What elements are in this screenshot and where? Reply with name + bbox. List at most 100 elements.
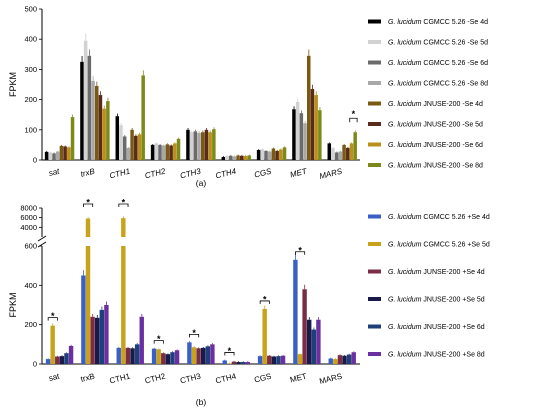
a-bar-CGS-s1 [260, 149, 265, 160]
a-bar-CGS-s6 [279, 149, 283, 160]
b-bar-MARS-s3 [342, 355, 347, 364]
a-bar-MET-s6 [314, 95, 318, 160]
b-bar-CTH1-s5 [139, 316, 144, 364]
b-bar-sat-s4 [64, 353, 69, 364]
b-bar-sat-s1 [50, 325, 55, 364]
a-y-tick-label-5: 500 [24, 5, 37, 14]
a-bar-CGS-s5 [275, 150, 279, 160]
a-bar-CTH2-s7 [176, 138, 181, 160]
a-y-axis-label: FPKM [8, 72, 18, 97]
b-bar-CTH3-s4 [205, 346, 210, 364]
b-bar-MARS-s4 [346, 354, 352, 364]
b-bar-CTH3-s2 [196, 348, 201, 364]
a-bar-CTH3-s6 [208, 132, 212, 160]
a-x-tick-label-5: CTH4 [215, 167, 238, 181]
a-bar-trxB-s4 [95, 86, 99, 160]
a-y-tick-label-4: 400 [24, 35, 37, 44]
b-bar-CTH2-s3 [165, 354, 171, 364]
b-bar-CGS-s0 [257, 356, 263, 364]
b-y-tick-label-5: 6000 [20, 213, 37, 222]
b-bar-CTH3-s5 [210, 344, 215, 364]
a-bar-trxB-s0 [80, 61, 84, 160]
a-bar-sat-s6 [67, 147, 71, 160]
b-sig-bracket-5 [224, 352, 235, 356]
b-bar-CGS-s5 [280, 355, 286, 364]
b-bar-CGS-s2 [267, 355, 272, 364]
b-sig-bracket-2 [118, 203, 129, 207]
a-bar-sat-s0 [44, 151, 49, 160]
a-bar-trxB-s6 [102, 108, 106, 160]
a-bar-trxB-s7 [106, 101, 110, 160]
a-bar-MET-s1 [295, 102, 300, 160]
a-bar-MARS-s7 [353, 132, 357, 160]
b-sig-star-7: * [298, 245, 302, 255]
a-x-tick-label-2: CTH1 [109, 167, 131, 181]
a-legend-label-4: G. lucidum JNUSE-200 -Se 4d [388, 101, 483, 108]
b-bar-MET-s1 [297, 354, 303, 364]
b-bar-trxB-s3 [95, 317, 100, 364]
a-bar-trxB-s1 [83, 40, 88, 160]
b-bar-CGS-s1 [262, 308, 267, 364]
b-x-tick-label-7: MET [289, 372, 308, 385]
a-bar-MARS-s2 [334, 152, 339, 160]
a-legend-label-7: G. lucidum JNUSE-200 -Se 8d [388, 163, 483, 170]
b-bar-sat-s5 [68, 345, 74, 364]
a-bar-CGS-s2 [264, 150, 268, 160]
b-sig-star-3: * [157, 334, 161, 344]
b-sig-star-0: * [51, 311, 55, 321]
a-legend-label-0: G. lucidum CGMCC 5.26 -Se 4d [388, 19, 488, 26]
b-bar-CTH3-s1 [191, 347, 197, 364]
a-bar-MET-s3 [303, 123, 307, 160]
a-bar-CTH1-s5 [134, 135, 138, 160]
a-bar-CGS-s3 [267, 151, 272, 160]
b-bar-CTH1-s1-high [121, 218, 126, 237]
b-caption: (b) [196, 397, 207, 407]
b-bar-MET-s0 [293, 259, 298, 364]
b-bar-MET-s3 [307, 319, 312, 364]
b-sig-star-4: * [192, 328, 196, 338]
a-bar-MARS-s1 [331, 147, 335, 160]
a-y-tick-label-1: 100 [24, 125, 37, 134]
a-bar-CTH2-s2 [158, 144, 162, 160]
b-legend-label-3: G. lucidum JNUSE-200 +Se 5d [388, 297, 485, 304]
a-bar-CTH1-s4 [130, 129, 134, 160]
b-x-tick-label-1: trxB [80, 372, 96, 384]
b-sig-bracket-6 [259, 300, 270, 304]
a-bar-CTH3-s0 [186, 129, 190, 160]
a-x-tick-label-6: CGS [253, 167, 273, 180]
b-legend-label-2: G. lucidum JUNSE-200 +Se 4d [388, 269, 485, 276]
b-legend-label-5: G. lucidum JNUSE-200 +Se 8d [388, 352, 485, 359]
b-bar-CTH4-s4 [240, 362, 246, 364]
a-bar-CTH2-s3 [161, 145, 166, 160]
a-legend-label-5: G. lucidum JNUSE-200 -Se 5d [388, 122, 483, 129]
a-legend-label-6: G. lucidum JNUSE-200 -Se 6d [388, 142, 483, 149]
a-bar-MARS-s4 [342, 144, 346, 160]
b-legend-label-4: G. lucidum JNUSE-200 +Se 6d [388, 324, 485, 331]
a-bar-MET-s2 [299, 113, 304, 160]
b-y-tick-label-3: 600 [24, 242, 37, 251]
a-legend-label-3: G. lucidum CGMCC 5.26 -Se 8d [388, 81, 488, 88]
b-x-tick-label-8: MARS [318, 372, 343, 386]
b-bar-CGS-s4 [276, 356, 281, 364]
a-x-tick-label-3: CTH2 [144, 167, 167, 181]
a-bar-CTH1-s7 [141, 75, 145, 160]
b-legend-label-0: G. lucidum CGMCC 5.26 +Se 4d [388, 214, 490, 221]
a-bar-CTH3-s7 [212, 129, 216, 160]
a-bar-MET-s0 [292, 109, 296, 160]
a-bar-CGS-s7 [282, 147, 287, 160]
b-y-axis-label: FPKM [8, 292, 18, 317]
a-bar-CTH4-s7 [247, 155, 251, 160]
a-bar-sat-s2 [52, 153, 56, 160]
b-bar-trxB-s0 [81, 275, 86, 364]
a-legend-label-2: G. lucidum CGMCC 5.26 -Se 6d [388, 60, 488, 67]
a-bar-CTH2-s1 [154, 143, 159, 160]
b-bar-MARS-s0 [328, 358, 333, 364]
b-bar-CTH2-s2 [161, 353, 166, 364]
b-bar-MARS-s5 [351, 352, 356, 364]
a-bar-CTH1-s0 [115, 116, 120, 160]
b-y-tick-label-1: 200 [24, 320, 37, 329]
a-bar-CTH1-s3 [126, 147, 131, 160]
b-sig-star-5: * [228, 346, 232, 356]
b-x-tick-label-4: CTH3 [179, 372, 202, 386]
